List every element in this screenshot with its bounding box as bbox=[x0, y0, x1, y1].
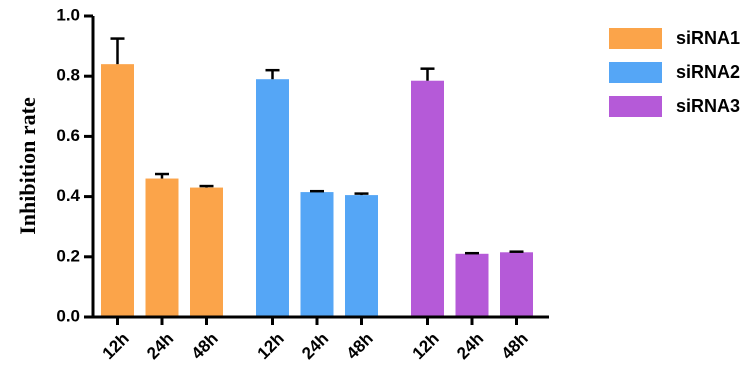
bar-siRNA3-24h bbox=[455, 253, 489, 317]
plot-area: 0.0 0.2 0.4 0.6 0.8 1.0 12h 24h 48h 12h 24h 48h 12h 2… bbox=[56, 5, 549, 363]
y-tick-label: 0.4 bbox=[56, 186, 80, 205]
x-tick-label-siRNA3-12h: 12h bbox=[409, 329, 443, 363]
y-tick-label: 0.8 bbox=[56, 66, 80, 85]
x-tick-label-siRNA2-48h: 48h bbox=[343, 329, 377, 363]
x-tick-label-siRNA3-48h: 48h bbox=[498, 329, 532, 363]
bar-siRNA2-12h bbox=[256, 79, 289, 318]
bar-siRNA2-24h bbox=[300, 192, 334, 317]
y-tick-label: 0.2 bbox=[56, 246, 80, 265]
legend-label-siRNA1: siRNA1 bbox=[676, 28, 740, 48]
bar-siRNA1-48h bbox=[190, 187, 223, 317]
x-tick-label-siRNA2-24h: 24h bbox=[298, 329, 332, 363]
bar-siRNA1-24h bbox=[145, 178, 179, 317]
legend-swatch-siRNA1 bbox=[609, 28, 662, 49]
legend-label-siRNA3: siRNA3 bbox=[676, 96, 740, 116]
x-tick-label-siRNA1-24h: 24h bbox=[143, 329, 177, 363]
y-tick-label: 1.0 bbox=[56, 5, 80, 24]
legend: siRNA1 siRNA2 siRNA3 bbox=[609, 28, 740, 117]
bar-siRNA2-48h bbox=[345, 195, 378, 317]
x-tick-label-siRNA3-24h: 24h bbox=[453, 329, 487, 363]
y-tick-label: 0.0 bbox=[56, 306, 80, 325]
y-axis-label: Inhibition rate bbox=[15, 97, 40, 235]
y-tick-label: 0.6 bbox=[56, 126, 80, 145]
legend-label-siRNA2: siRNA2 bbox=[676, 62, 740, 82]
x-tick-label-siRNA1-48h: 48h bbox=[188, 329, 222, 363]
x-tick-label-siRNA2-12h: 12h bbox=[254, 329, 288, 363]
bar-siRNA3-48h bbox=[500, 252, 533, 317]
x-tick-label-siRNA1-12h: 12h bbox=[99, 329, 133, 363]
bar-siRNA1-12h bbox=[101, 64, 134, 317]
legend-swatch-siRNA3 bbox=[609, 96, 662, 117]
legend-swatch-siRNA2 bbox=[609, 62, 662, 83]
bar-siRNA3-12h bbox=[411, 80, 444, 317]
